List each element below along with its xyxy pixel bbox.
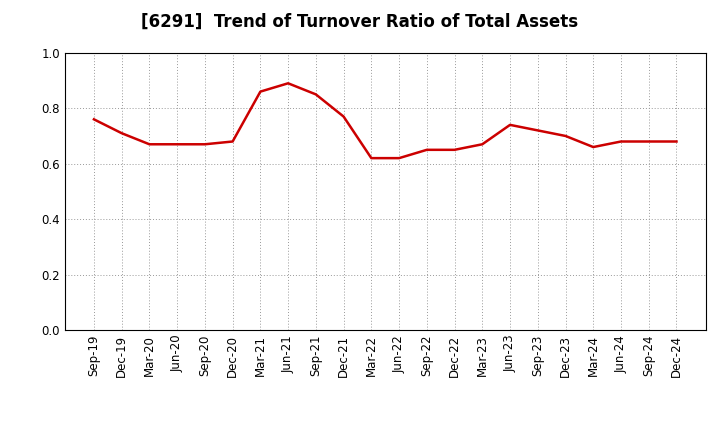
Text: [6291]  Trend of Turnover Ratio of Total Assets: [6291] Trend of Turnover Ratio of Total … <box>141 13 579 31</box>
